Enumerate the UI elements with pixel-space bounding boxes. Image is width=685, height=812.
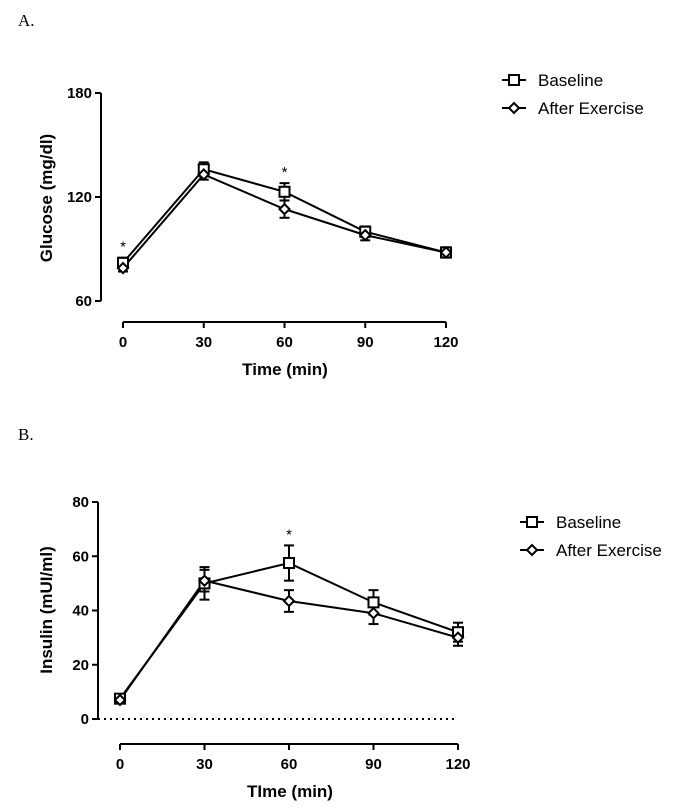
x-tick-label-a: 60 (276, 334, 293, 351)
panel-a-plot: 60 120 180 0 30 60 90 120 * * Baseline After Exerci… (67, 71, 644, 351)
significance-marker-b: * (286, 526, 292, 543)
y-tick-label-b: 60 (72, 548, 89, 565)
legend-label-b: After Exercise (556, 541, 662, 560)
marker-after-exercise-a (358, 228, 372, 242)
marker-after-exercise-b (198, 574, 211, 588)
x-tick-label-a: 120 (433, 334, 458, 351)
x-axis-title-a: Time (min) (242, 360, 328, 379)
legend-label-a: Baseline (538, 71, 603, 90)
y-tick-label-b: 40 (72, 603, 89, 620)
marker-after-exercise-a (197, 168, 211, 181)
marker-baseline-b (367, 596, 380, 609)
legend-marker-baseline-b (526, 516, 538, 528)
legend-marker-after-exercise-b (525, 543, 539, 557)
x-tick-label-a: 30 (195, 334, 212, 351)
x-axis-title-b: TIme (min) (247, 782, 333, 801)
x-tick-label-a: 0 (119, 334, 127, 351)
legend-marker-after-exercise-a (507, 101, 521, 115)
x-tick-label-b: 30 (196, 756, 213, 773)
y-tick-label-b: 20 (72, 657, 89, 674)
x-tick-label-b: 60 (281, 756, 298, 773)
y-axis-title-b: Insulin (mUI/ml) (37, 546, 56, 674)
series-line-baseline-b (119, 561, 459, 700)
marker-after-exercise-a (116, 261, 130, 275)
y-tick-label-a: 180 (67, 85, 92, 102)
marker-after-exercise-a (439, 246, 453, 259)
legend-label-b: Baseline (556, 513, 621, 532)
panel-label-a: A. (18, 11, 35, 30)
x-tick-label-b: 90 (365, 756, 382, 773)
legend-label-a: After Exercise (538, 99, 644, 118)
marker-after-exercise-b (451, 631, 465, 645)
y-tick-label-a: 120 (67, 189, 92, 206)
marker-after-exercise-b (113, 693, 127, 707)
panel-label-b: B. (18, 425, 34, 444)
marker-after-exercise-a (278, 202, 291, 216)
marker-after-exercise-b (367, 606, 380, 620)
significance-marker-a: * (120, 239, 126, 256)
x-tick-label-b: 120 (445, 756, 470, 773)
y-tick-label-b: 0 (81, 711, 89, 728)
x-tick-label-b: 0 (116, 756, 124, 773)
legend-marker-baseline-a (508, 74, 520, 86)
marker-after-exercise-b (282, 594, 296, 608)
y-tick-label-a: 60 (75, 293, 92, 310)
marker-baseline-b (283, 557, 295, 570)
y-axis-title-a: Glucose (mg/dl) (37, 134, 56, 262)
significance-marker-a: * (282, 164, 288, 181)
panel-b-plot: 0 20 40 60 80 0 30 60 90 120 * Baseline After Exerci… (72, 494, 662, 773)
y-tick-label-b: 80 (72, 494, 89, 511)
marker-baseline-a (278, 185, 291, 198)
x-tick-label-a: 90 (357, 334, 374, 351)
